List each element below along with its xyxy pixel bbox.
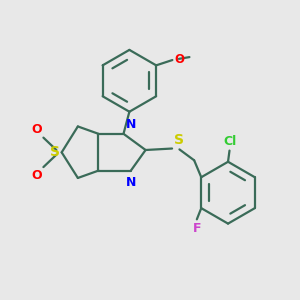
Text: O: O (31, 169, 42, 182)
Text: Cl: Cl (223, 135, 236, 148)
Text: O: O (174, 53, 184, 66)
Text: O: O (31, 123, 42, 136)
Text: N: N (126, 176, 136, 189)
Text: S: S (50, 146, 60, 159)
Text: F: F (193, 222, 201, 235)
Text: S: S (174, 133, 184, 147)
Text: N: N (126, 118, 136, 131)
